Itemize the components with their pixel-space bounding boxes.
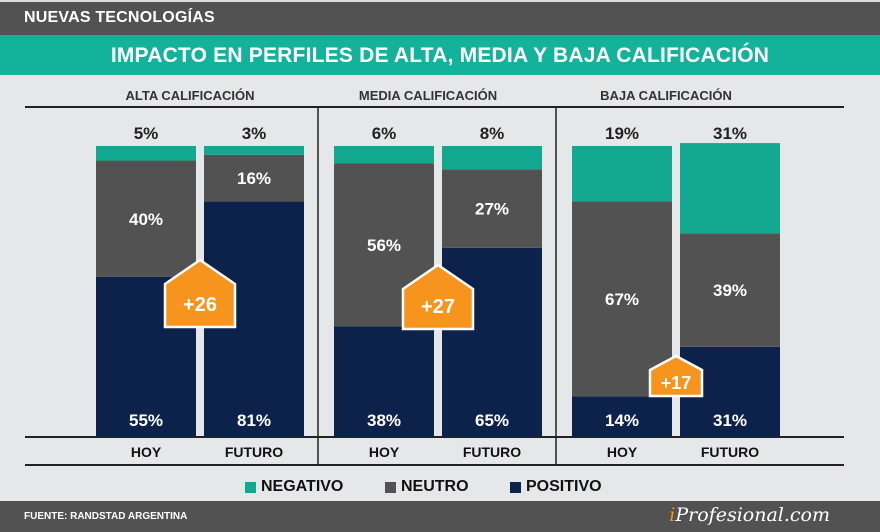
data-label-neutro: 40% [129,210,163,229]
legend-swatch-negativo [245,481,256,493]
change-delta-label: +17 [661,373,692,393]
data-label-neutro: 27% [475,200,509,219]
data-label-neutro: 16% [237,169,271,188]
category-label: FUTURO [225,444,283,460]
bar-segment-neutro [442,169,542,248]
legend-item-positivo: POSITIVO [510,478,602,496]
group-label: MEDIA CALIFICACIÓN [359,88,497,103]
group-label: ALTA CALIFICACIÓN [125,88,254,103]
title-banner: IMPACTO EN PERFILES DE ALTA, MEDIA Y BAJ… [0,35,880,75]
bar-segment-neutro [96,160,196,277]
data-label-positivo: 31% [713,411,747,430]
category-label: FUTURO [701,444,759,460]
legend-label-positivo: POSITIVO [526,478,602,495]
category-label: FUTURO [463,444,521,460]
bar-segment-neutro [572,201,672,397]
category-label: HOY [131,444,162,460]
category-label: HOY [369,444,400,460]
data-label-negativo: 19% [605,124,639,143]
bar-segment-positivo [334,326,434,437]
chart-title: IMPACTO EN PERFILES DE ALTA, MEDIA Y BAJ… [110,44,770,67]
data-label-positivo: 81% [237,411,271,430]
data-label-neutro: 56% [367,236,401,255]
change-arrow-icon [163,258,237,329]
bar-segment-negativo [334,146,434,164]
data-label-negativo: 8% [480,124,505,143]
data-label-negativo: 5% [134,124,159,143]
footer: FUENTE: RANDSTAD ARGENTINA iProfesional.… [0,501,880,532]
change-delta-label: +26 [183,294,217,316]
bar-segment-negativo [204,146,304,155]
data-label-positivo: 14% [605,411,639,430]
section-title: NUEVAS TECNOLOGÍAS [24,9,215,26]
brand-logo: iProfesional.com [669,504,830,526]
bar-segment-neutro [680,233,780,347]
bar-segment-positivo [572,396,672,437]
section-header: NUEVAS TECNOLOGÍAS [0,0,880,35]
change-delta-label: +27 [421,296,455,318]
source-note: FUENTE: RANDSTAD ARGENTINA [24,511,188,522]
data-label-positivo: 38% [367,411,401,430]
bar-segment-negativo [96,146,196,161]
change-arrow-icon [648,354,704,398]
bar-segment-negativo [572,146,672,202]
change-arrow-icon [401,263,475,331]
legend-swatch-positivo [510,481,521,493]
category-label: HOY [607,444,638,460]
bar-segment-negativo [442,146,542,170]
bar-segment-positivo [442,247,542,437]
group-label: BAJA CALIFICACIÓN [600,88,732,103]
data-label-negativo: 3% [242,124,267,143]
data-label-positivo: 65% [475,411,509,430]
data-label-neutro: 39% [713,281,747,300]
legend-label-negativo: NEGATIVO [261,478,344,495]
logo-i: i [669,504,676,526]
bar-segment-negativo [680,143,780,234]
legend-item-neutro: NEUTRO [385,478,469,496]
data-label-negativo: 31% [713,124,747,143]
data-label-negativo: 6% [372,124,397,143]
legend-swatch-neutro [385,481,396,493]
data-label-neutro: 67% [605,290,639,309]
bar-segment-neutro [204,154,304,202]
logo-text: Profesional.com [675,504,830,526]
data-label-positivo: 55% [129,411,163,430]
legend-label-neutro: NEUTRO [401,478,469,495]
legend-item-negativo: NEGATIVO [245,478,343,496]
